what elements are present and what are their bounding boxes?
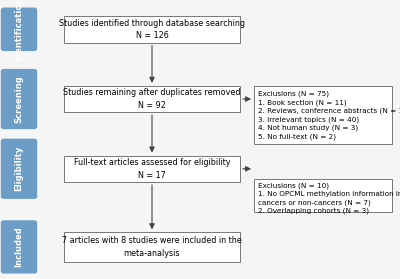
FancyBboxPatch shape — [1, 220, 37, 273]
FancyBboxPatch shape — [64, 16, 240, 42]
Text: Full-text articles assessed for eligibility
N = 17: Full-text articles assessed for eligibil… — [74, 158, 230, 180]
FancyBboxPatch shape — [254, 179, 392, 212]
FancyBboxPatch shape — [254, 86, 392, 144]
FancyBboxPatch shape — [64, 156, 240, 182]
Text: Exclusions (N = 75)
1. Book section (N = 11)
2. Reviews, conference abstracts (N: Exclusions (N = 75) 1. Book section (N =… — [258, 91, 400, 140]
FancyBboxPatch shape — [1, 139, 37, 199]
FancyBboxPatch shape — [64, 232, 240, 262]
Text: 7 articles with 8 studies were included in the
meta-analysis: 7 articles with 8 studies were included … — [62, 236, 242, 258]
FancyBboxPatch shape — [1, 8, 37, 51]
FancyBboxPatch shape — [64, 86, 240, 112]
Text: Eligibility: Eligibility — [14, 146, 24, 191]
Text: Screening: Screening — [14, 75, 24, 123]
Text: Studies remaining after duplicates removed
N = 92: Studies remaining after duplicates remov… — [63, 88, 241, 110]
Text: Included: Included — [14, 227, 24, 267]
Text: Identification: Identification — [14, 0, 24, 61]
Text: Exclusions (N = 10)
1. No OPCML methylation information in
cancers or non-cancer: Exclusions (N = 10) 1. No OPCML methylat… — [258, 183, 400, 214]
Text: Studies identified through database searching
N = 126: Studies identified through database sear… — [59, 18, 245, 40]
FancyBboxPatch shape — [1, 69, 37, 129]
